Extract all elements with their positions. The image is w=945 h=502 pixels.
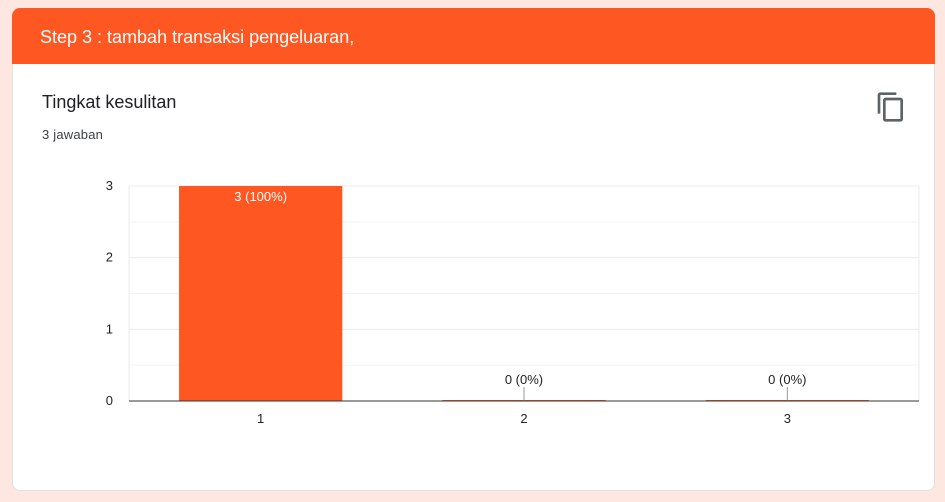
y-tick-label: 2: [106, 250, 113, 265]
question-title: Tingkat kesulitan: [42, 92, 177, 112]
response-count: 3 jawaban: [42, 127, 104, 142]
section-header: Step 3 : tambah transaksi pengeluaran,: [12, 8, 935, 64]
y-tick-label: 1: [106, 321, 113, 336]
y-tick-label: 0: [106, 393, 113, 408]
copy-chart-button[interactable]: [875, 91, 907, 123]
bar: [179, 186, 343, 401]
x-tick-label: 1: [257, 411, 264, 426]
section-title: Step 3 : tambah transaksi pengeluaran,: [40, 27, 355, 47]
data-label: 0 (0%): [768, 372, 806, 387]
x-tick-label: 3: [784, 411, 791, 426]
data-label: 3 (100%): [234, 189, 287, 204]
copy-icon: [877, 92, 903, 122]
y-tick-label: 3: [106, 178, 113, 193]
x-tick-label: 2: [520, 411, 527, 426]
data-label: 0 (0%): [505, 372, 543, 387]
question-card: Tingkat kesulitan 3 jawaban: [12, 64, 935, 491]
